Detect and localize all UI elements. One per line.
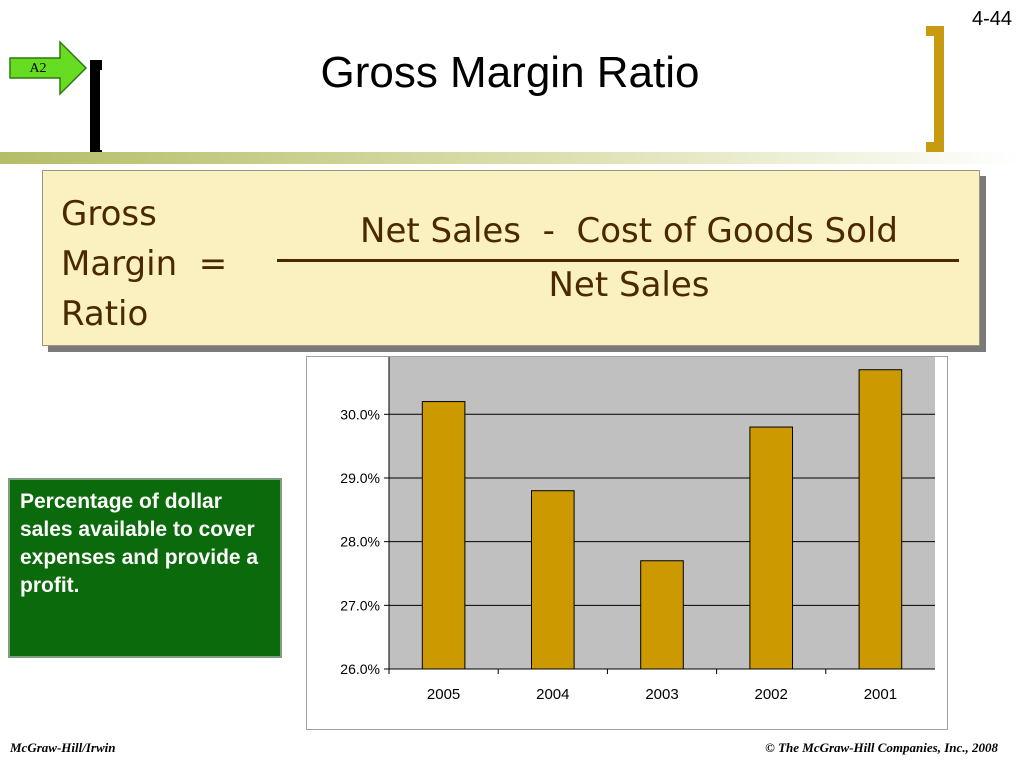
y-tick-label: 27.0%: [340, 597, 380, 613]
right-bracket-decoration: [926, 26, 944, 152]
x-tick-label: 2002: [755, 686, 788, 703]
chart-frame: 26.0% 27.0% 28.0% 29.0% 30.0% 2005 2004 2003 200…: [306, 356, 948, 730]
footer-copyright: © The McGraw-Hill Companies, Inc., 2008: [765, 740, 998, 755]
x-tick-label: 2004: [536, 686, 569, 703]
formula-left-side: Gross Margin = Ratio: [61, 189, 271, 339]
x-tick-label: 2001: [864, 686, 897, 703]
formula-left-line-3: Ratio: [61, 294, 149, 334]
formula-box: Gross Margin = Ratio Net Sales - Cost of…: [42, 170, 980, 346]
footer-publisher: McGraw-Hill/Irwin: [10, 740, 116, 755]
formula-left-line-2: Margin =: [61, 244, 228, 284]
y-tick-label: 30.0%: [340, 406, 380, 422]
formula-numerator: Net Sales - Cost of Goods Sold: [360, 211, 898, 251]
bar-2003: [640, 560, 684, 670]
x-tick-label: 2003: [645, 686, 678, 703]
page-title: Gross Margin Ratio: [320, 48, 700, 97]
gross-margin-chart: 26.0% 27.0% 28.0% 29.0% 30.0% 2005 2004 2003 200…: [340, 357, 935, 703]
bar-2001: [858, 369, 903, 670]
formula-denominator: Net Sales: [548, 265, 710, 305]
slide-number: 4-44: [971, 8, 1012, 30]
title-rule: [0, 152, 1024, 164]
formula-left-line-1: Gross: [61, 194, 157, 234]
formula-fraction-line: [277, 259, 959, 262]
bar-2005: [421, 401, 466, 670]
left-bracket-decoration: [90, 60, 102, 160]
bar-2004: [531, 490, 575, 670]
bar-2002: [749, 426, 793, 670]
y-tick-label: 28.0%: [340, 534, 380, 550]
objective-arrow-icon: [9, 40, 88, 96]
x-tick-label: 2005: [427, 686, 460, 703]
note-box: Percentage of dollar sales available to …: [8, 478, 282, 658]
y-tick-label: 26.0%: [340, 661, 380, 677]
objective-tag: A2: [29, 61, 47, 76]
y-tick-label: 29.0%: [340, 470, 380, 486]
